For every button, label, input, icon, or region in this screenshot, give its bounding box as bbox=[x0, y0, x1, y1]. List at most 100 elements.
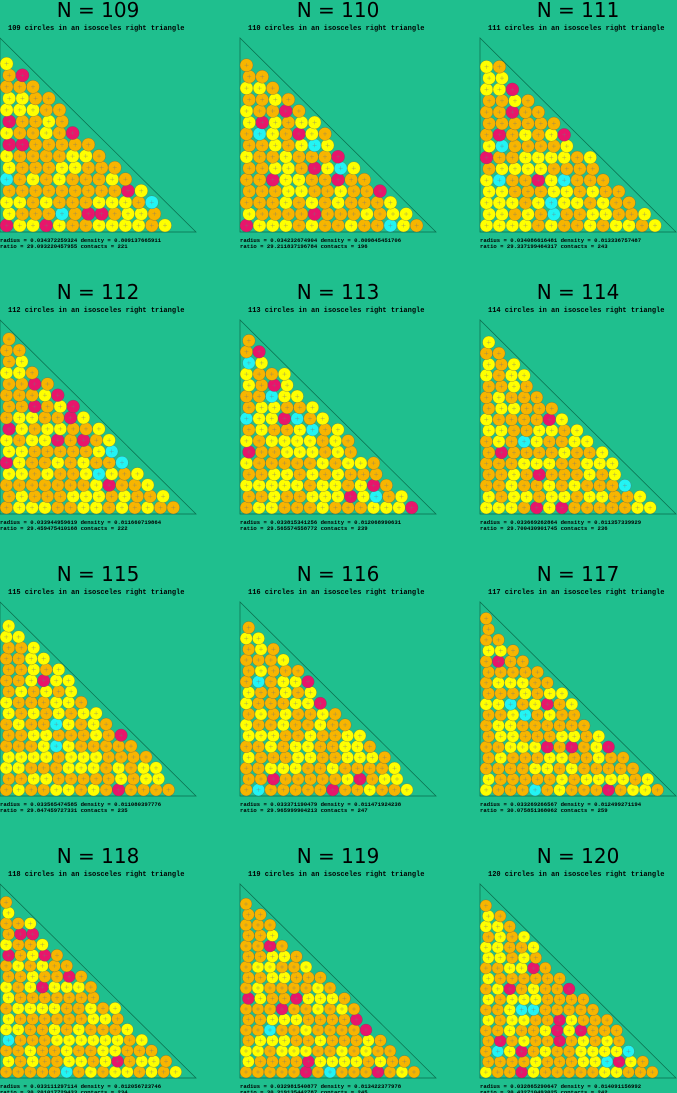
circle-mark bbox=[7, 165, 12, 170]
circle-mark bbox=[487, 144, 492, 149]
circle-mark bbox=[7, 471, 11, 476]
circle-mark bbox=[260, 74, 265, 79]
circle-mark bbox=[362, 200, 367, 205]
circle-mark bbox=[136, 200, 141, 205]
circle-mark bbox=[569, 787, 574, 792]
circle-mark bbox=[549, 494, 554, 499]
circle-mark bbox=[510, 955, 515, 960]
circle-mark bbox=[69, 755, 74, 759]
circle-mark bbox=[378, 1038, 383, 1043]
circle-mark bbox=[635, 505, 640, 510]
circle-mark bbox=[282, 483, 287, 488]
circle-mark bbox=[295, 483, 300, 488]
circle-mark bbox=[285, 383, 290, 388]
circle-mark bbox=[6, 1038, 11, 1043]
circle-mark bbox=[41, 700, 46, 705]
circle-mark bbox=[4, 700, 9, 705]
circle-mark bbox=[342, 996, 347, 1001]
circle-mark bbox=[129, 787, 133, 792]
circle-mark bbox=[71, 494, 76, 499]
stats-line: ratio = 29.337199464317 contacts = 243 bbox=[480, 243, 608, 250]
panel-subtitle: 114 circles in an isosceles right triang… bbox=[488, 307, 664, 315]
circle-mark bbox=[40, 985, 45, 990]
circle-mark bbox=[593, 1059, 598, 1064]
circle-mark bbox=[260, 120, 265, 125]
circle-mark bbox=[129, 744, 133, 749]
circle-mark bbox=[328, 986, 332, 990]
circle-mark bbox=[484, 395, 489, 400]
circle-mark bbox=[4, 200, 9, 205]
circle-mark bbox=[113, 1006, 118, 1011]
circle-mark bbox=[296, 668, 301, 673]
circle-mark bbox=[91, 744, 96, 749]
circle-mark bbox=[282, 996, 287, 1001]
circle-mark bbox=[64, 1027, 69, 1032]
circle-mark bbox=[562, 223, 567, 228]
circle-mark bbox=[545, 787, 550, 792]
circle-mark bbox=[621, 755, 626, 760]
circle-mark bbox=[395, 777, 399, 781]
circle-mark bbox=[582, 766, 586, 771]
circle-mark bbox=[269, 483, 274, 488]
circle-mark bbox=[164, 1059, 168, 1064]
circle-mark bbox=[76, 1048, 81, 1053]
circle-mark bbox=[161, 494, 166, 499]
circle-mark bbox=[96, 426, 101, 431]
circle-mark bbox=[163, 223, 167, 228]
circle-mark bbox=[30, 393, 35, 398]
circle-mark bbox=[557, 702, 562, 707]
stats-line: radius = 0.033565474585 density = 0.8110… bbox=[0, 801, 162, 808]
circle-mark bbox=[367, 787, 372, 792]
circle-mark bbox=[484, 87, 489, 92]
circle-mark bbox=[76, 1027, 81, 1032]
triangle bbox=[0, 883, 197, 1079]
circle-mark bbox=[382, 755, 387, 760]
circle-mark bbox=[79, 722, 84, 727]
circle-mark bbox=[585, 483, 590, 488]
circle-mark bbox=[549, 178, 554, 183]
circle-mark bbox=[304, 1007, 308, 1011]
circle-mark bbox=[638, 494, 642, 499]
circle-mark bbox=[145, 505, 150, 510]
circle-mark bbox=[40, 1069, 45, 1074]
panel-subtitle: 112 circles in an isosceles right triang… bbox=[8, 307, 184, 315]
circle-mark bbox=[351, 189, 356, 194]
circle-mark bbox=[374, 494, 379, 499]
circle-mark bbox=[333, 483, 338, 488]
circle-mark bbox=[19, 426, 24, 431]
circle-mark bbox=[28, 985, 33, 990]
circle-mark bbox=[361, 472, 366, 477]
circle-mark bbox=[308, 733, 313, 738]
panel-heading: N = 115 bbox=[57, 562, 140, 586]
circle-mark bbox=[631, 787, 635, 792]
circle-mark bbox=[246, 912, 251, 917]
circle-mark bbox=[510, 1018, 515, 1023]
circle-mark bbox=[333, 733, 338, 738]
circle-mark bbox=[333, 461, 338, 466]
circle-mark bbox=[581, 1038, 586, 1043]
circle-mark bbox=[310, 405, 315, 410]
triangle bbox=[239, 883, 437, 1079]
circle-mark bbox=[409, 505, 414, 510]
circle-mark bbox=[547, 777, 552, 782]
circle-mark bbox=[535, 691, 540, 696]
circle-mark bbox=[357, 777, 362, 781]
circle-mark bbox=[296, 200, 301, 205]
circle-mark bbox=[32, 494, 37, 499]
circle-mark bbox=[156, 776, 161, 781]
circle-mark bbox=[149, 1069, 154, 1074]
circle-mark bbox=[257, 483, 262, 488]
circle-mark bbox=[304, 965, 308, 969]
circle-mark bbox=[361, 494, 366, 499]
circle-mark bbox=[336, 223, 341, 228]
circle-mark bbox=[60, 119, 64, 124]
circle-mark bbox=[120, 483, 124, 488]
circle-mark bbox=[81, 755, 86, 759]
circle-mark bbox=[355, 744, 360, 749]
panel-subtitle: 116 circles in an isosceles right triang… bbox=[248, 589, 424, 597]
circle-mark bbox=[533, 766, 538, 771]
circle-mark bbox=[484, 417, 489, 422]
circle-mark bbox=[543, 986, 548, 991]
